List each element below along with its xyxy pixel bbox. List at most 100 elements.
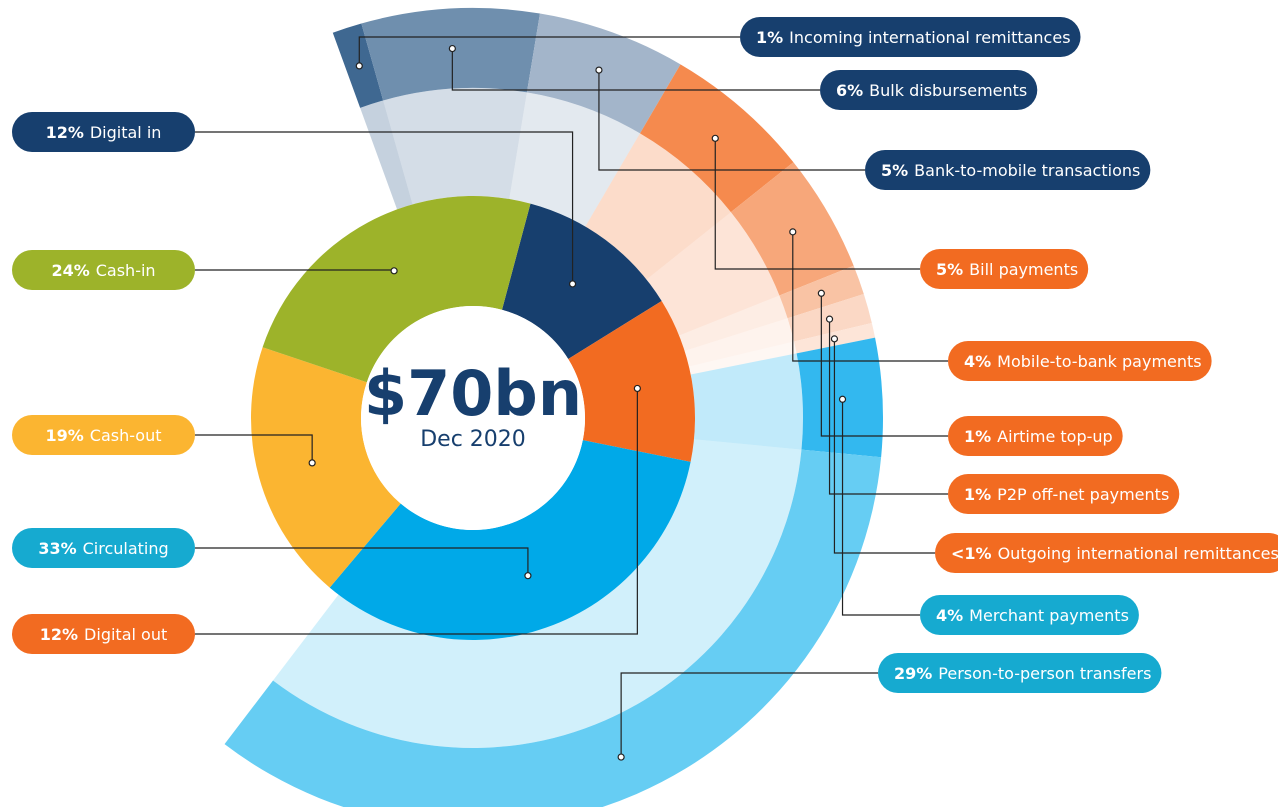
leader-dot bbox=[789, 228, 797, 236]
label-pill: 29% Person-to-person transfers bbox=[878, 653, 1162, 693]
leader-dot bbox=[448, 44, 456, 53]
leader-dot bbox=[817, 289, 825, 297]
outer-connector bbox=[646, 212, 780, 336]
pill-background bbox=[865, 150, 1151, 190]
pill-value: 4% bbox=[936, 606, 963, 625]
pill-value: 6% bbox=[836, 81, 863, 100]
pill-name: Incoming international remittances bbox=[789, 28, 1070, 47]
pill-name: Outgoing international remittances bbox=[998, 544, 1278, 563]
inner-slice bbox=[329, 440, 691, 640]
leader-dot bbox=[355, 62, 363, 70]
outer-connector bbox=[690, 353, 803, 450]
leader-line bbox=[358, 36, 740, 66]
outer-slice bbox=[224, 449, 882, 807]
pill-background bbox=[948, 416, 1123, 456]
pill-background bbox=[935, 533, 1278, 573]
center-subtitle: Dec 2020 bbox=[420, 427, 526, 452]
label-pill: 6% Bulk disbursements bbox=[820, 70, 1038, 110]
pill-background bbox=[878, 653, 1162, 693]
pill-value: 1% bbox=[964, 427, 991, 446]
leader-dot bbox=[838, 395, 847, 403]
pill-name: Cash-out bbox=[90, 426, 162, 445]
pill-name: Digital out bbox=[84, 625, 167, 644]
leader-line bbox=[820, 293, 948, 437]
pill-name: Bulk disbursements bbox=[869, 81, 1027, 100]
pill-name: Bill payments bbox=[969, 260, 1078, 279]
outer-connector bbox=[688, 341, 797, 375]
leader-dot bbox=[830, 335, 839, 343]
leader-dot bbox=[568, 280, 577, 288]
pill-value: 5% bbox=[881, 161, 908, 180]
pill-name: Merchant payments bbox=[969, 606, 1129, 625]
leader-line bbox=[620, 672, 878, 758]
center-title: $70bn bbox=[364, 357, 582, 430]
pill-text: 12% Digital in bbox=[46, 123, 162, 142]
pill-text: 1% Airtime top-up bbox=[964, 427, 1113, 446]
label-pill: 1% Incoming international remittances bbox=[740, 17, 1081, 57]
pill-text: 33% Circulating bbox=[38, 539, 168, 558]
outer-connector bbox=[509, 92, 640, 227]
label-pill: 12% Digital out bbox=[12, 614, 195, 654]
leader-line bbox=[792, 231, 948, 362]
pill-text: 4% Merchant payments bbox=[936, 606, 1129, 625]
outer-connector bbox=[684, 318, 795, 367]
pill-value: 29% bbox=[894, 664, 932, 683]
outer-connector bbox=[273, 439, 802, 748]
label-pill: 12% Digital in bbox=[12, 112, 195, 152]
leader-dot bbox=[825, 315, 834, 323]
pill-value: 12% bbox=[46, 123, 84, 142]
pill-background bbox=[740, 17, 1081, 57]
leaders bbox=[195, 36, 948, 761]
leader-dot bbox=[617, 753, 625, 761]
pill-background bbox=[12, 250, 195, 290]
pill-background bbox=[948, 341, 1212, 381]
outer-connector bbox=[679, 295, 788, 351]
pill-name: P2P off-net payments bbox=[997, 485, 1169, 504]
label-pill: 19% Cash-out bbox=[12, 415, 195, 455]
pill-value: 12% bbox=[40, 625, 78, 644]
label-pill: 4% Mobile-to-bank payments bbox=[948, 341, 1212, 381]
pill-name: Airtime top-up bbox=[997, 427, 1113, 446]
pill-value: 1% bbox=[756, 28, 783, 47]
pill-value: 4% bbox=[964, 352, 991, 371]
pill-value: 5% bbox=[936, 260, 963, 279]
pill-name: Circulating bbox=[83, 539, 169, 558]
pill-value: 33% bbox=[38, 539, 76, 558]
label-pill: 24% Cash-in bbox=[12, 250, 195, 290]
leader-line bbox=[195, 547, 529, 576]
leader-dot bbox=[633, 384, 641, 393]
label-pill: 5% Bill payments bbox=[920, 249, 1089, 289]
pill-text: 6% Bulk disbursements bbox=[836, 81, 1027, 100]
leader-line bbox=[451, 48, 820, 91]
pill-background bbox=[12, 415, 195, 455]
leader-line bbox=[598, 70, 865, 171]
pill-name: Cash-in bbox=[96, 261, 156, 280]
pill-background bbox=[12, 528, 195, 568]
leader-line bbox=[841, 399, 920, 616]
leader-line bbox=[195, 434, 313, 463]
leader-dot bbox=[390, 267, 398, 275]
inner-slice bbox=[568, 301, 695, 462]
outer-connector bbox=[383, 88, 527, 205]
pill-text: 12% Digital out bbox=[40, 625, 167, 644]
pill-text: 19% Cash-out bbox=[45, 426, 161, 445]
pill-value: <1% bbox=[951, 544, 992, 563]
outer-connector bbox=[360, 100, 413, 210]
pill-background bbox=[12, 614, 195, 654]
leader-dot bbox=[524, 572, 532, 580]
center-hole bbox=[361, 306, 585, 530]
pill-value: 19% bbox=[45, 426, 83, 445]
pill-text: 1% Incoming international remittances bbox=[756, 28, 1071, 47]
leader-line bbox=[828, 319, 948, 495]
leader-line bbox=[195, 388, 638, 635]
pill-background bbox=[920, 249, 1089, 289]
label-pill: 4% Merchant payments bbox=[920, 595, 1139, 635]
label-pill: 33% Circulating bbox=[12, 528, 195, 568]
inner-slice bbox=[250, 347, 401, 588]
pill-text: 29% Person-to-person transfers bbox=[894, 664, 1151, 683]
pill-name: Bank-to-mobile transactions bbox=[914, 161, 1140, 180]
label-pill: 1% Airtime top-up bbox=[948, 416, 1123, 456]
pill-text: 5% Bank-to-mobile transactions bbox=[881, 161, 1140, 180]
pill-background bbox=[920, 595, 1139, 635]
